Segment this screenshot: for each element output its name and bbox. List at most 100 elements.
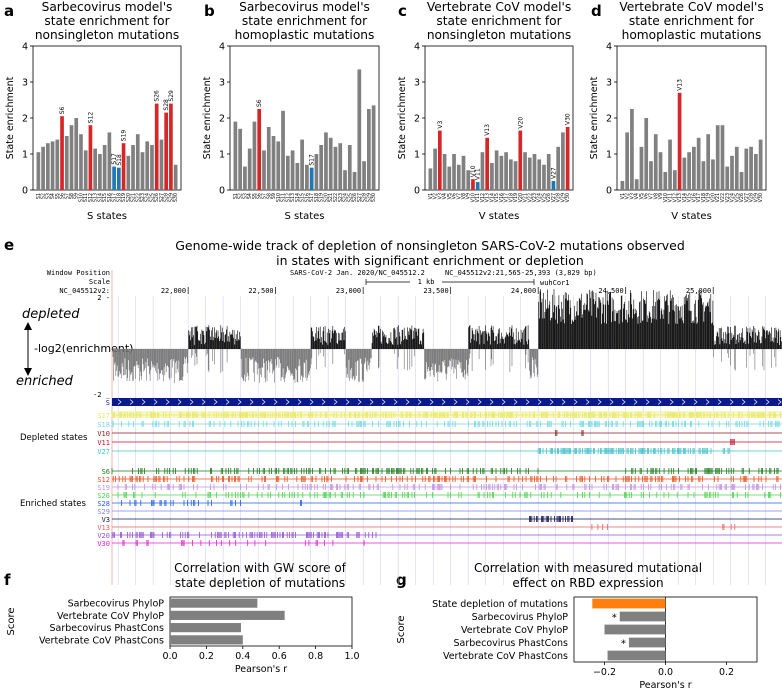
chart-d-bar-V20 [711, 159, 715, 190]
chart-c-bar-V21 [523, 152, 527, 190]
chart-a-xtick-S30: S30 [173, 193, 179, 202]
chart-d-xtick-V11: V11 [668, 193, 674, 202]
chart-f-bar-1 [170, 598, 258, 608]
chart-b-xtick-S20: S20 [323, 193, 329, 202]
chart-d-xtick-V8: V8 [653, 193, 659, 199]
chevron [285, 399, 290, 405]
chart-a-xtick-S10: S10 [78, 193, 84, 202]
state-track-V3: V3 [102, 516, 782, 524]
chart-a-title-line3: nonsingleton mutations [35, 28, 179, 42]
chart-a-xtick-S20: S20 [126, 193, 132, 202]
depleted-states-label: Depleted states [20, 433, 88, 443]
chart-a-bar-S8 [69, 125, 74, 190]
chart-d-bar-V3 [630, 109, 634, 190]
chart-b-xtick-S15: S15 [300, 193, 306, 202]
chart-b-xtick-S29: S29 [366, 193, 372, 202]
chart-d-bar-V21 [715, 125, 720, 190]
chart-c-bar-V2 [433, 148, 437, 190]
header-chrom: NC_045512v2: [59, 287, 110, 295]
chart-g-bar-4 [628, 637, 666, 648]
chart-d-xtick-V23: V23 [725, 193, 731, 202]
arrow-head-down [24, 368, 32, 376]
state-track-S29: S29 [97, 508, 782, 516]
chart-a-bar-S19 [121, 143, 126, 190]
chart-c-bar-V18 [508, 159, 513, 190]
chart-d-title-line3: homoplastic mutations [622, 28, 762, 42]
chart-c-xtick-V15: V15 [494, 193, 500, 202]
depletion-signal [112, 289, 782, 383]
chart-c-ytick-label: 4 [414, 42, 420, 53]
chart-a-annotation-S28: S28 [163, 99, 170, 111]
chart-a-bar-S5 [55, 139, 60, 190]
chart-a-xtick-S26: S26 [154, 193, 160, 202]
chart-b-bar-S7 [262, 150, 266, 190]
chart-b-bar-S19 [319, 145, 324, 190]
chevron [357, 399, 362, 405]
chevron [165, 399, 170, 405]
chart-d-title-line2: state enrichment for [629, 14, 755, 28]
chart-a-xtick-S4: S4 [50, 193, 56, 199]
state-track-marks-V11 [730, 439, 735, 445]
state-track-S12: S12 [97, 476, 782, 484]
chart-c-annotation-V11: V11 [475, 168, 482, 180]
chart-b-xtick-S13: S13 [290, 193, 296, 202]
chart-a-title-line1: Sarbecovirus model's [42, 0, 173, 14]
state-track-label-S28: S28 [97, 500, 110, 508]
chart-d-xtick-V10: V10 [663, 193, 669, 202]
chart-a-bar-S12 [88, 125, 93, 190]
state-track-S28: S28 [97, 500, 782, 508]
chevron [669, 399, 674, 405]
chart-b-xtick-S25: S25 [347, 193, 353, 202]
chevron [477, 399, 482, 405]
chart-a-title-line2: state enrichment for [44, 14, 170, 28]
chart-f-frame [169, 596, 353, 647]
chart-d-xtick-V15: V15 [687, 193, 693, 202]
chart-c-xtick-V25: V25 [541, 193, 547, 202]
state-track-V10: V10 [97, 430, 782, 438]
chart-d-bar-V5 [639, 146, 644, 190]
arrow-head-up [24, 322, 32, 330]
state-track-marks-V13 [591, 524, 736, 530]
chart-g-xtick-label: 0.0 [658, 667, 673, 678]
chevron [261, 399, 266, 405]
chart-c-xtick-V16: V16 [499, 193, 505, 202]
state-track-marks-V20 [111, 532, 377, 538]
chart-d-bar-V1 [620, 181, 625, 190]
chart-d-xtick-V21: V21 [715, 193, 721, 202]
chart-c-xtick-V10: V10 [470, 193, 476, 202]
chart-f-xtick-label: 0.8 [308, 651, 323, 662]
chart-b-bar-S8 [266, 127, 271, 190]
chart-f-bar-2 [170, 610, 285, 620]
chart-a-xlabel: S states [87, 211, 127, 222]
chart-c-xtick-V27: V27 [551, 193, 557, 202]
chart-g-title-line2: effect on RBD expression [512, 576, 663, 590]
chart-a-xtick-S24: S24 [145, 193, 151, 202]
chart-b-ytick-label: 2 [219, 114, 225, 125]
chevron [381, 399, 386, 405]
chart-b-title-line3: homoplastic mutations [235, 28, 375, 42]
chart-g-significance-4: * [621, 639, 626, 650]
chart-d-bar-V16 [692, 146, 696, 190]
chart-g-bar-3 [604, 624, 666, 635]
position-labels: 22,000 22,500 23,000 23,500 24,000 24,500 25,0… [161, 287, 714, 295]
gene-strand-chevrons [117, 399, 782, 405]
state-track-V11: V11 [97, 439, 782, 447]
state-track-label-V27: V27 [97, 448, 110, 456]
chart-d-ytick-label: 4 [606, 42, 612, 53]
chart-c-ytick-label: 1 [414, 150, 420, 161]
chart-a-xtick-S19: S19 [121, 193, 127, 202]
chart-d-xtick-V13: V13 [677, 193, 683, 202]
chart-a-bar-S14 [98, 154, 102, 190]
state-track-label-V11: V11 [97, 439, 110, 447]
chevron [537, 399, 542, 405]
chevron [753, 399, 758, 405]
chart-c-xtick-V5: V5 [447, 193, 453, 199]
chart-b-bar-S21 [328, 137, 333, 190]
chart-b-bar-S28 [362, 161, 366, 190]
chart-d-bar-V10 [663, 172, 668, 190]
chart-a-bar-S23 [140, 152, 145, 190]
chart-a-bar-S1 [36, 152, 41, 190]
chart-f-category-1: Sarbecovirus PhyloP [68, 599, 165, 610]
chart-a-xtick-S3: S3 [45, 193, 51, 199]
chart-g-bar-1 [592, 598, 666, 609]
